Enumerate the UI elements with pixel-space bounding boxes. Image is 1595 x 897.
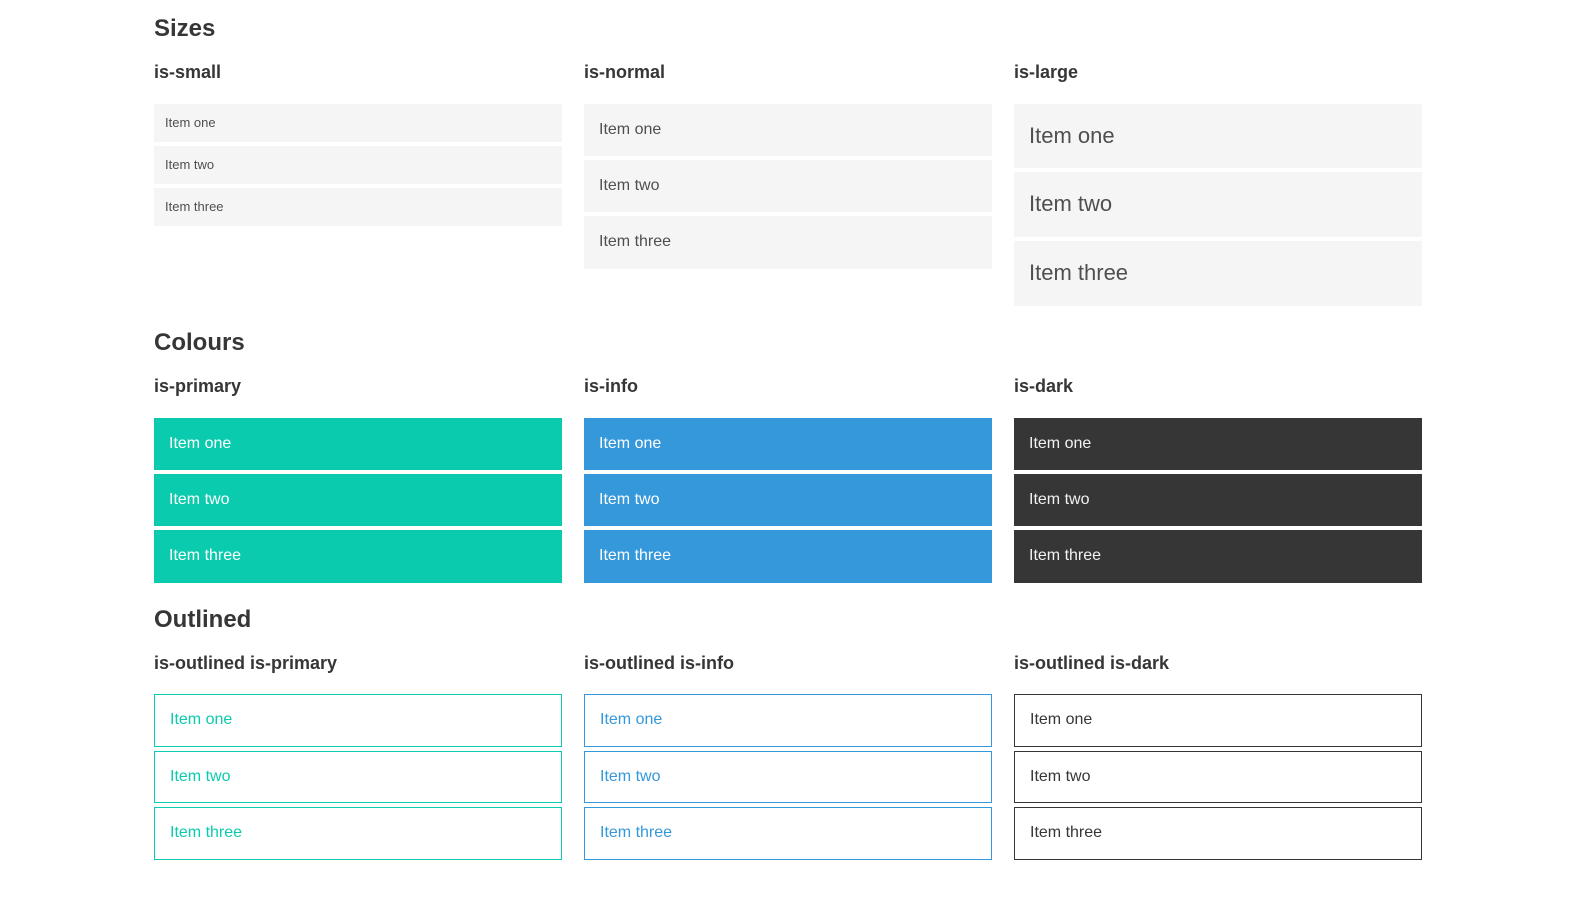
item-list-small: Item one Item two Item three [154, 103, 562, 227]
list-item[interactable]: Item three [154, 187, 562, 227]
group-label-is-dark: is-dark [1014, 375, 1074, 396]
list-item[interactable]: Item three [154, 530, 562, 583]
example-is-primary: is-primary Item one Item two Item three [154, 376, 562, 587]
list-item[interactable]: Item two [1014, 172, 1422, 238]
list-item[interactable]: Item one [1014, 694, 1422, 747]
example-is-large: is-large Item one Item two Item three [1014, 62, 1422, 310]
list-item[interactable]: Item one [154, 417, 562, 470]
list-item[interactable]: Item two [584, 750, 992, 804]
list-item[interactable]: Item one [154, 694, 562, 747]
group-label-is-primary: is-primary [154, 375, 242, 396]
example-outlined-info: is-outlined is-info Item one Item two It… [584, 653, 992, 864]
list-item[interactable]: Item three [1014, 530, 1422, 583]
item-list-large: Item one Item two Item three [1014, 103, 1422, 306]
group-label-outlined-info: is-outlined is-info [584, 652, 734, 673]
list-item[interactable]: Item one [584, 417, 992, 470]
section-title-outlined: Outlined [154, 605, 252, 633]
example-is-dark: is-dark Item one Item two Item three [1014, 376, 1422, 587]
list-item[interactable]: Item one [584, 103, 992, 156]
list-item[interactable]: Item three [584, 807, 992, 860]
list-item[interactable]: Item three [1014, 241, 1422, 306]
list-item[interactable]: Item three [1014, 807, 1422, 860]
list-item[interactable]: Item one [584, 694, 992, 747]
section-sizes: Sizes is-small Item one Item two Item th… [154, 14, 1422, 310]
example-is-small: is-small Item one Item two Item three [154, 62, 562, 310]
section-colours: Colours is-primary Item one Item two Ite… [154, 328, 1422, 587]
group-label-is-large: is-large [1014, 62, 1079, 82]
group-label-is-small: is-small [154, 62, 222, 82]
group-label-outlined-dark: is-outlined is-dark [1014, 652, 1170, 673]
example-outlined-dark: is-outlined is-dark Item one Item two It… [1014, 653, 1422, 864]
list-item[interactable]: Item three [584, 216, 992, 269]
list-item[interactable]: Item one [1014, 103, 1422, 169]
list-item[interactable]: Item one [1014, 417, 1422, 470]
item-list-info: Item one Item two Item three [584, 417, 992, 583]
example-is-info: is-info Item one Item two Item three [584, 376, 992, 587]
section-title-colours: Colours [154, 328, 245, 356]
item-list-normal: Item one Item two Item three [584, 103, 992, 269]
list-item[interactable]: Item one [154, 103, 562, 142]
section-title-sizes: Sizes [154, 15, 216, 42]
section-outlined: Outlined is-outlined is-primary Item one… [154, 605, 1422, 864]
group-label-is-normal: is-normal [584, 62, 666, 82]
group-label-outlined-primary: is-outlined is-primary [154, 652, 338, 673]
list-item[interactable]: Item two [154, 145, 562, 184]
list-item[interactable]: Item two [154, 750, 562, 804]
list-item[interactable]: Item two [584, 473, 992, 527]
example-is-normal: is-normal Item one Item two Item three [584, 62, 992, 310]
sizes-columns: is-small Item one Item two Item three is… [154, 62, 1422, 310]
outlined-columns: is-outlined is-primary Item one Item two… [154, 653, 1422, 864]
item-list-outlined-info: Item one Item two Item three [584, 694, 992, 860]
item-list-primary: Item one Item two Item three [154, 417, 562, 583]
group-label-is-info: is-info [584, 375, 638, 396]
list-item[interactable]: Item three [584, 530, 992, 583]
item-list-outlined-dark: Item one Item two Item three [1014, 694, 1422, 860]
list-item[interactable]: Item two [154, 473, 562, 527]
item-list-dark: Item one Item two Item three [1014, 417, 1422, 583]
component-demo-page: Sizes is-small Item one Item two Item th… [154, 14, 1422, 864]
example-outlined-primary: is-outlined is-primary Item one Item two… [154, 653, 562, 864]
list-item[interactable]: Item two [1014, 750, 1422, 804]
list-item[interactable]: Item two [584, 159, 992, 213]
list-item[interactable]: Item three [154, 807, 562, 860]
list-item[interactable]: Item two [1014, 473, 1422, 527]
item-list-outlined-primary: Item one Item two Item three [154, 694, 562, 860]
colours-columns: is-primary Item one Item two Item three … [154, 376, 1422, 587]
